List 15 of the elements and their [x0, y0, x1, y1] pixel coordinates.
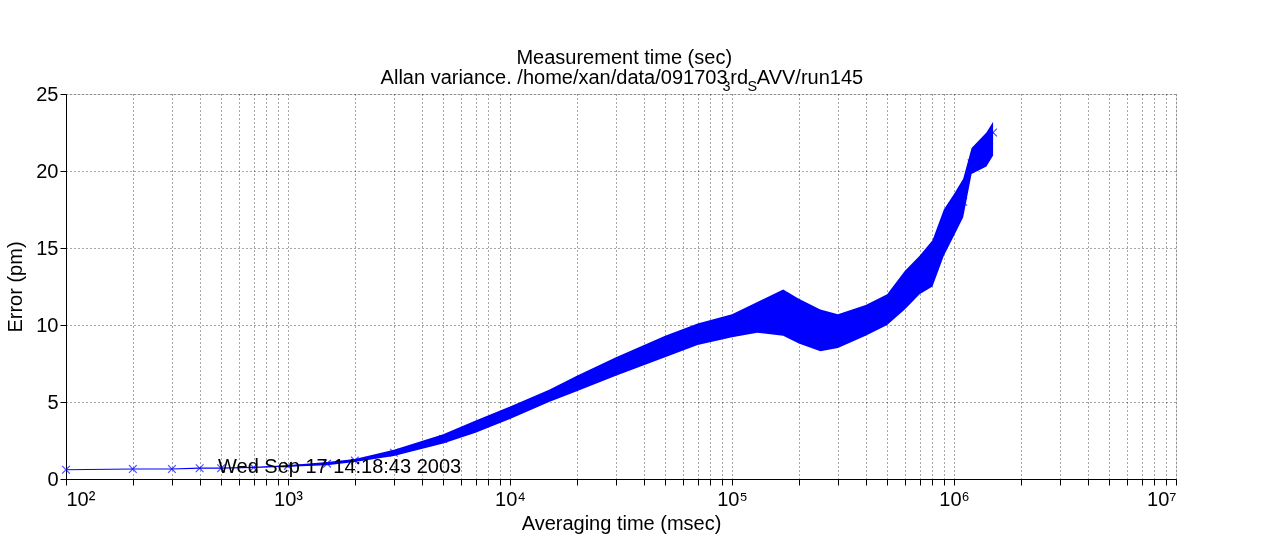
y-tick-label: 5 [47, 390, 59, 413]
y-tick-label: 20 [36, 159, 59, 182]
x-tick-label: 10⁵ [717, 487, 748, 510]
y-tick-label: 15 [36, 236, 59, 259]
x-tick-label: 10⁷ [1147, 487, 1177, 510]
y-tick-label: 10 [36, 313, 59, 336]
chart-title: Measurement time (sec) [516, 46, 733, 68]
y-axis-title: Error (pm) [4, 241, 27, 333]
x-tick-label: 10³ [274, 487, 304, 510]
x-tick-label: 10² [66, 487, 96, 510]
x-tick-label: 10⁶ [939, 487, 970, 510]
y-tick-label: 25 [36, 82, 59, 105]
y-tick-label: 0 [47, 467, 59, 490]
x-axis-title: Averaging time (msec) [521, 511, 722, 534]
x-tick-label: 10⁴ [495, 487, 526, 510]
